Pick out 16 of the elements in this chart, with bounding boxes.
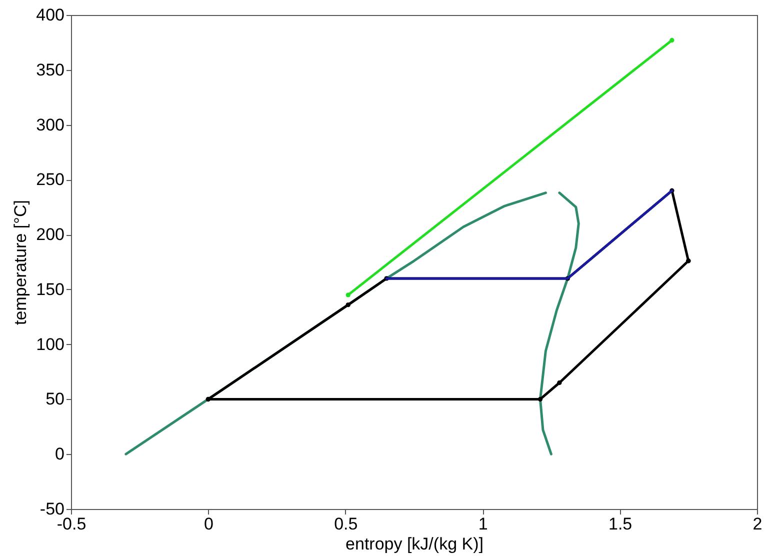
y-tick-label: 150: [36, 280, 64, 299]
y-axis-title: temperature [°C]: [11, 200, 30, 325]
x-tick-label: 0.5: [334, 514, 358, 534]
x-tick-label: 0: [204, 514, 214, 534]
y-tick-label: 250: [36, 170, 64, 190]
x-axis-title: entropy [kJ/(kg K)]: [346, 534, 484, 554]
y-tick-label: 200: [36, 225, 64, 244]
y-tick-label: 350: [36, 60, 64, 80]
y-tick-label: 0: [55, 444, 64, 464]
y-tick-label: 100: [36, 334, 64, 354]
x-tick-label: 2: [752, 514, 762, 534]
y-tick-label: 400: [36, 6, 64, 24]
x-tick-label: 1: [478, 514, 488, 534]
x-tick-label: 1.5: [608, 514, 632, 534]
y-tick-label: 50: [46, 390, 64, 409]
y-tick-label: 300: [36, 115, 64, 134]
